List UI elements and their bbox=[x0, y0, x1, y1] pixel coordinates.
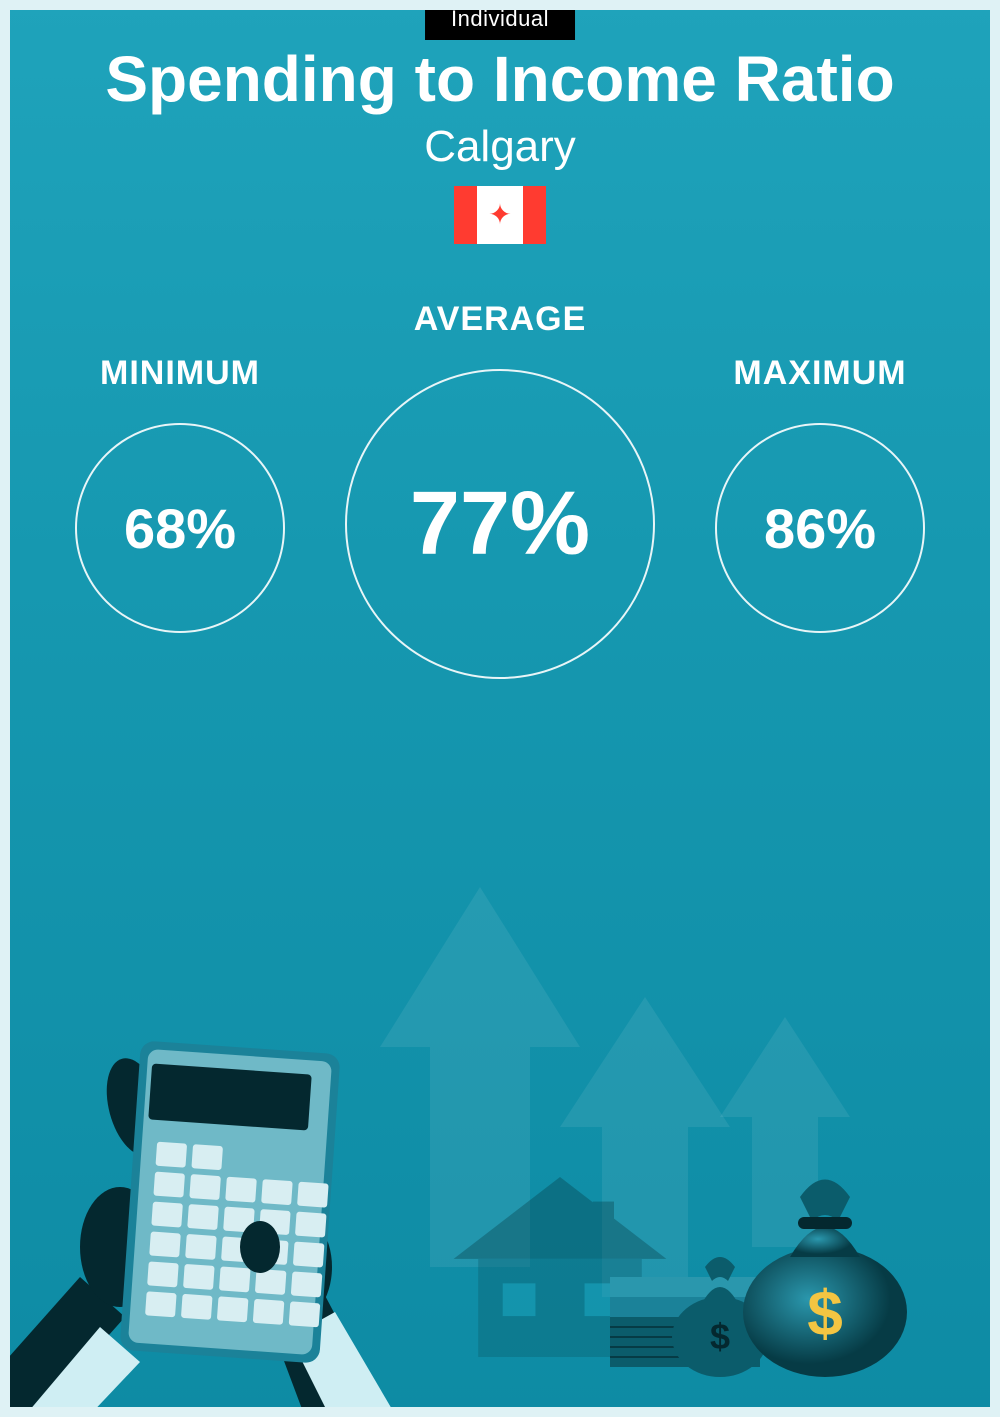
svg-text:$: $ bbox=[807, 1277, 843, 1349]
minimum-label: MINIMUM bbox=[100, 354, 260, 393]
maple-leaf-icon: ✦ bbox=[488, 201, 511, 229]
average-value: 77% bbox=[410, 473, 590, 576]
badge-text: Individual bbox=[451, 6, 549, 31]
bottom-illustration: $ $ bbox=[0, 797, 1000, 1417]
stat-average: AVERAGE 77% bbox=[345, 300, 655, 679]
flag-center: ✦ bbox=[477, 186, 523, 244]
svg-text:$: $ bbox=[710, 1316, 730, 1357]
stats-row: MINIMUM 68% AVERAGE 77% MAXIMUM 86% bbox=[0, 300, 1000, 679]
infographic-canvas: Individual Spending to Income Ratio Calg… bbox=[0, 0, 1000, 1417]
city-name: Calgary bbox=[0, 122, 1000, 172]
category-badge: Individual bbox=[425, 0, 575, 40]
minimum-value: 68% bbox=[124, 496, 236, 561]
stat-minimum: MINIMUM 68% bbox=[75, 354, 285, 633]
canada-flag-icon: ✦ bbox=[454, 186, 546, 244]
minimum-circle: 68% bbox=[75, 423, 285, 633]
flag-right-bar bbox=[523, 186, 546, 244]
stat-maximum: MAXIMUM 86% bbox=[715, 354, 925, 633]
average-label: AVERAGE bbox=[414, 300, 587, 339]
flag-left-bar bbox=[454, 186, 477, 244]
average-circle: 77% bbox=[345, 369, 655, 679]
maximum-value: 86% bbox=[764, 496, 876, 561]
hands-calculator-icon bbox=[0, 897, 480, 1417]
maximum-label: MAXIMUM bbox=[733, 354, 906, 393]
money-bag-icon: $ bbox=[740, 1147, 910, 1377]
main-title: Spending to Income Ratio bbox=[0, 42, 1000, 116]
maximum-circle: 86% bbox=[715, 423, 925, 633]
